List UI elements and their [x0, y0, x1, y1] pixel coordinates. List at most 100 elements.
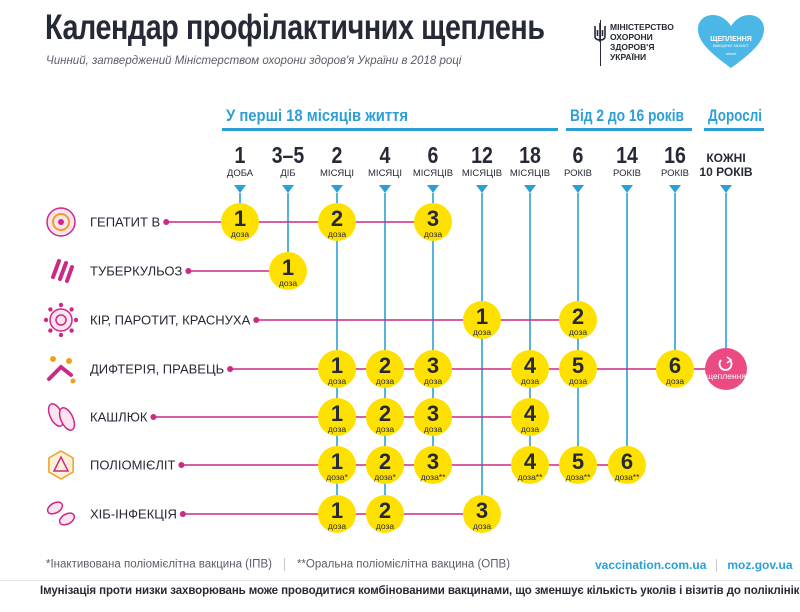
- dose-circle: [269, 252, 307, 290]
- dose-circle: [414, 446, 452, 484]
- vaccine-name: ДИФТЕРІЯ, ПРАВЕЦЬ: [90, 362, 224, 377]
- dose-label: доза: [231, 229, 249, 239]
- dose-number: 2: [379, 449, 391, 474]
- column-arrow-icon: [621, 185, 633, 193]
- age-number: 2: [332, 143, 343, 169]
- vaccine-name: КІР, ПАРОТИТ, КРАСНУХА: [90, 313, 251, 328]
- period-label: У перші 18 місяців життя: [226, 106, 408, 125]
- age-number: 1: [235, 143, 246, 169]
- dose-number: 4: [524, 353, 537, 378]
- tuberculosis-icon: [51, 259, 74, 283]
- age-unit: 10 РОКІВ: [699, 165, 753, 179]
- dose-label: доза: [328, 376, 346, 386]
- dose-label: доза: [473, 327, 491, 337]
- footnotes: *Інактивована поліомієлітна вакцина (ІПВ…: [46, 558, 510, 571]
- footer-rule: [0, 580, 800, 581]
- dose-number: 1: [331, 353, 343, 378]
- dose-circle: [318, 350, 356, 388]
- age-unit: МІСЯЦІВ: [413, 168, 453, 179]
- dose-label: доза*: [374, 472, 396, 482]
- column-arrow-icon: [720, 185, 732, 193]
- age-number: 14: [616, 143, 638, 169]
- age-number: 6: [428, 143, 439, 169]
- dose-label: доза: [424, 424, 442, 434]
- vaccine-name: ТУБЕРКУЛЬОЗ: [90, 264, 183, 279]
- dose-label: доза: [328, 424, 346, 434]
- column-arrow-icon: [427, 185, 439, 193]
- vaccine-name: КАШЛЮК: [90, 410, 148, 425]
- dose-number: 4: [524, 401, 537, 426]
- dose-label: доза: [521, 376, 539, 386]
- column-arrow-icon: [572, 185, 584, 193]
- dose-label: доза**: [421, 472, 447, 482]
- heart-logo-subtext: ВАКЦИНИ ЗАХИСТ: [713, 43, 750, 48]
- age-number: КОЖНІ: [706, 151, 745, 165]
- link-moz[interactable]: moz.gov.ua: [727, 558, 793, 572]
- dose-number: 5: [572, 449, 584, 474]
- line-start-dot: [163, 219, 170, 225]
- dose-number: 3: [427, 449, 439, 474]
- dose-number: 1: [331, 401, 343, 426]
- vaccination-heart-logo: ЩЕПЛЕННЯ ВАКЦИНИ ЗАХИСТ unicef: [698, 15, 764, 68]
- dose-circle: [511, 398, 549, 436]
- heart-logo-brand: unicef: [726, 51, 738, 56]
- dose-circle: [559, 446, 597, 484]
- age-unit: ДОБА: [227, 168, 254, 179]
- dose-circle: [366, 446, 404, 484]
- line-start-dot: [227, 366, 234, 372]
- footer-links: vaccination.com.ua moz.gov.ua: [595, 558, 793, 573]
- heart-logo-text: ЩЕПЛЕННЯ: [710, 36, 752, 43]
- dose-circle: [463, 301, 501, 339]
- dose-number: 2: [379, 401, 391, 426]
- dose-number: 1: [476, 304, 488, 329]
- booster-marker: щеплення: [705, 348, 747, 390]
- dose-label: доза: [328, 229, 346, 239]
- ministry-logo: МІНІСТЕРСТВО ОХОРОНИ ЗДОРОВ'Я УКРАЇНИ: [610, 22, 690, 62]
- pertussis-icon: [47, 403, 76, 431]
- schedule-diagram: У перші 18 місяців життя Від 2 до 16 рокі…: [43, 106, 764, 533]
- age-unit: РОКІВ: [564, 168, 592, 179]
- hib-icon: [46, 501, 76, 526]
- age-unit: МІСЯЦІ: [368, 168, 402, 179]
- dose-number: 4: [524, 449, 537, 474]
- period-label: Від 2 до 16 років: [570, 106, 684, 125]
- line-start-dot: [253, 317, 260, 323]
- dose-label: доза: [279, 278, 297, 288]
- column-arrow-icon: [234, 185, 246, 193]
- dose-circle: [559, 350, 597, 388]
- page-subtitle: Чинний, затверджений Міністерством охоро…: [46, 55, 462, 67]
- age-number: 16: [664, 143, 686, 169]
- dose-number: 6: [621, 449, 633, 474]
- age-number: 3–5: [272, 143, 305, 169]
- link-vaccination[interactable]: vaccination.com.ua: [595, 558, 707, 572]
- dose-label: доза: [424, 376, 442, 386]
- ministry-line: ЗДОРОВ'Я: [610, 42, 655, 52]
- dose-circle: [318, 398, 356, 436]
- page-title: Календар профілактичних щеплень: [45, 8, 545, 47]
- dose-label: доза: [569, 376, 587, 386]
- dose-label: доза: [521, 424, 539, 434]
- logo-divider: [600, 20, 601, 66]
- dose-circle: [366, 495, 404, 533]
- column-arrow-icon: [524, 185, 536, 193]
